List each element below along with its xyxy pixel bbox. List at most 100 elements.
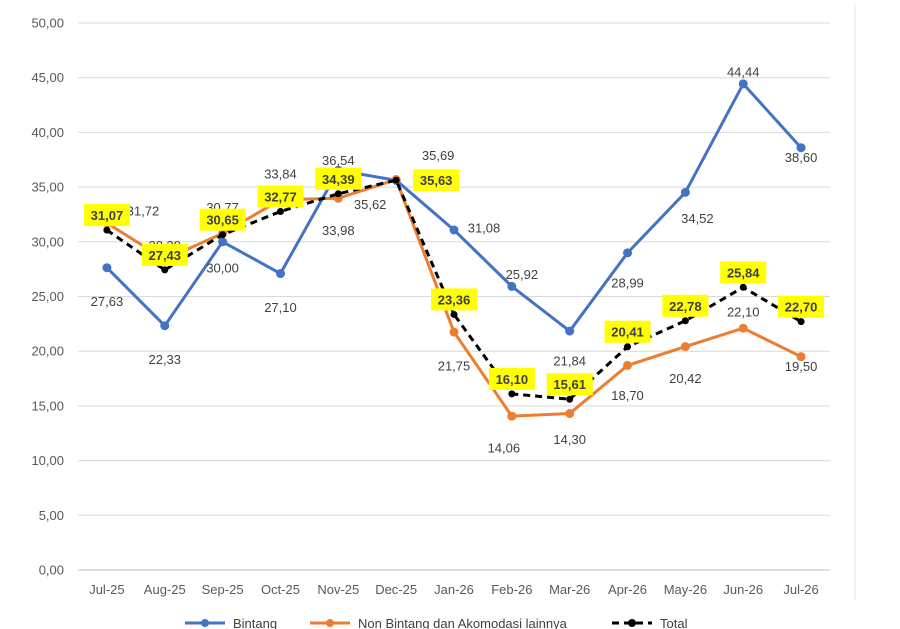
x-tick-label: Mar-26 — [549, 582, 590, 597]
data-point — [449, 225, 459, 235]
data-label: 30,00 — [206, 260, 239, 275]
data-point — [623, 248, 633, 258]
data-point — [681, 317, 689, 325]
data-point — [102, 263, 112, 273]
legend-label: Total — [660, 616, 688, 629]
y-tick-label: 50,00 — [31, 16, 64, 31]
data-label: 22,33 — [148, 352, 181, 367]
data-label: 25,84 — [727, 265, 760, 280]
data-label: 23,36 — [438, 292, 471, 307]
data-label: 34,52 — [681, 211, 714, 226]
data-point — [623, 360, 633, 370]
data-label-highlight — [199, 208, 246, 231]
data-point — [276, 207, 284, 215]
data-label-highlight — [778, 295, 825, 318]
y-tick-label: 30,00 — [31, 234, 64, 249]
data-label: 33,84 — [264, 166, 297, 181]
data-label-highlight — [141, 243, 188, 266]
data-label: 22,78 — [669, 299, 702, 314]
data-point — [275, 269, 285, 279]
x-tick-label: Jan-26 — [434, 582, 474, 597]
data-point — [565, 326, 575, 336]
data-point — [450, 310, 458, 318]
data-point — [680, 342, 690, 352]
data-label: 35,69 — [422, 148, 455, 163]
y-tick-label: 5,00 — [39, 508, 64, 523]
data-label: 36,54 — [322, 153, 355, 168]
x-tick-label: Sep-25 — [202, 582, 244, 597]
data-point — [218, 237, 228, 247]
data-label-highlight — [720, 261, 767, 284]
x-tick-label: Oct-25 — [261, 582, 300, 597]
x-tick-label: Dec-25 — [375, 582, 417, 597]
data-label-highlight — [662, 294, 709, 317]
legend-swatch-marker — [326, 619, 334, 627]
data-label: 20,41 — [611, 325, 644, 340]
data-label: 19,50 — [785, 359, 818, 374]
data-label-highlight — [488, 367, 535, 390]
data-label: 27,43 — [148, 248, 181, 263]
data-label: 31,07 — [91, 208, 124, 223]
data-label: 15,61 — [553, 377, 586, 392]
data-label: 35,62 — [354, 197, 387, 212]
data-label: 22,10 — [727, 305, 760, 320]
x-tick-label: Apr-26 — [608, 582, 647, 597]
x-tick-label: Jun-26 — [723, 582, 763, 597]
data-point — [160, 321, 170, 331]
data-point — [796, 143, 806, 153]
y-tick-label: 25,00 — [31, 289, 64, 304]
data-label: 31,08 — [468, 220, 501, 235]
data-label: 21,84 — [553, 354, 586, 369]
data-label: 32,77 — [264, 189, 297, 204]
data-point — [392, 176, 400, 184]
y-tick-label: 35,00 — [31, 180, 64, 195]
data-label: 30,65 — [206, 213, 239, 228]
data-point — [797, 318, 805, 326]
data-point — [796, 352, 806, 362]
legend-swatch-marker — [628, 619, 636, 627]
data-label: 16,10 — [496, 372, 529, 387]
data-point — [219, 231, 227, 239]
data-point — [449, 327, 459, 337]
y-tick-label: 20,00 — [31, 344, 64, 359]
data-label-highlight — [257, 185, 304, 208]
data-label: 27,63 — [91, 294, 124, 309]
data-label-highlight — [413, 169, 460, 192]
data-label: 25,92 — [506, 267, 539, 282]
data-label: 35,63 — [420, 173, 453, 188]
legend-label: Bintang — [233, 616, 277, 629]
data-point — [507, 411, 517, 421]
data-point — [739, 283, 747, 291]
data-point — [680, 187, 690, 197]
data-label: 38,60 — [785, 150, 818, 165]
data-point — [334, 190, 342, 198]
data-label: 33,98 — [322, 223, 355, 238]
data-label: 22,70 — [785, 300, 818, 315]
x-tick-label: Jul-25 — [89, 582, 124, 597]
data-point — [565, 409, 575, 419]
data-label: 31,72 — [127, 203, 160, 218]
x-tick-label: May-26 — [664, 582, 707, 597]
data-label: 34,39 — [322, 172, 355, 187]
legend-label: Non Bintang dan Akomodasi lainnya — [358, 616, 568, 629]
data-label-highlight — [83, 204, 130, 227]
x-tick-label: Nov-25 — [317, 582, 359, 597]
data-label: 18,70 — [611, 388, 644, 403]
data-label: 14,30 — [553, 432, 586, 447]
data-label: 27,10 — [264, 300, 297, 315]
data-point — [566, 395, 574, 403]
data-point — [508, 390, 516, 398]
data-point — [161, 266, 169, 274]
data-label: 21,75 — [438, 359, 471, 374]
y-tick-label: 15,00 — [31, 398, 64, 413]
x-tick-label: Aug-25 — [144, 582, 186, 597]
data-label: 20,42 — [669, 371, 702, 386]
y-tick-label: 10,00 — [31, 453, 64, 468]
data-label-highlight — [431, 288, 477, 311]
data-point — [103, 226, 111, 234]
y-tick-label: 0,00 — [39, 563, 64, 578]
data-label: 44,44 — [727, 64, 760, 79]
y-tick-label: 40,00 — [31, 125, 64, 140]
legend-swatch-marker — [201, 619, 209, 627]
